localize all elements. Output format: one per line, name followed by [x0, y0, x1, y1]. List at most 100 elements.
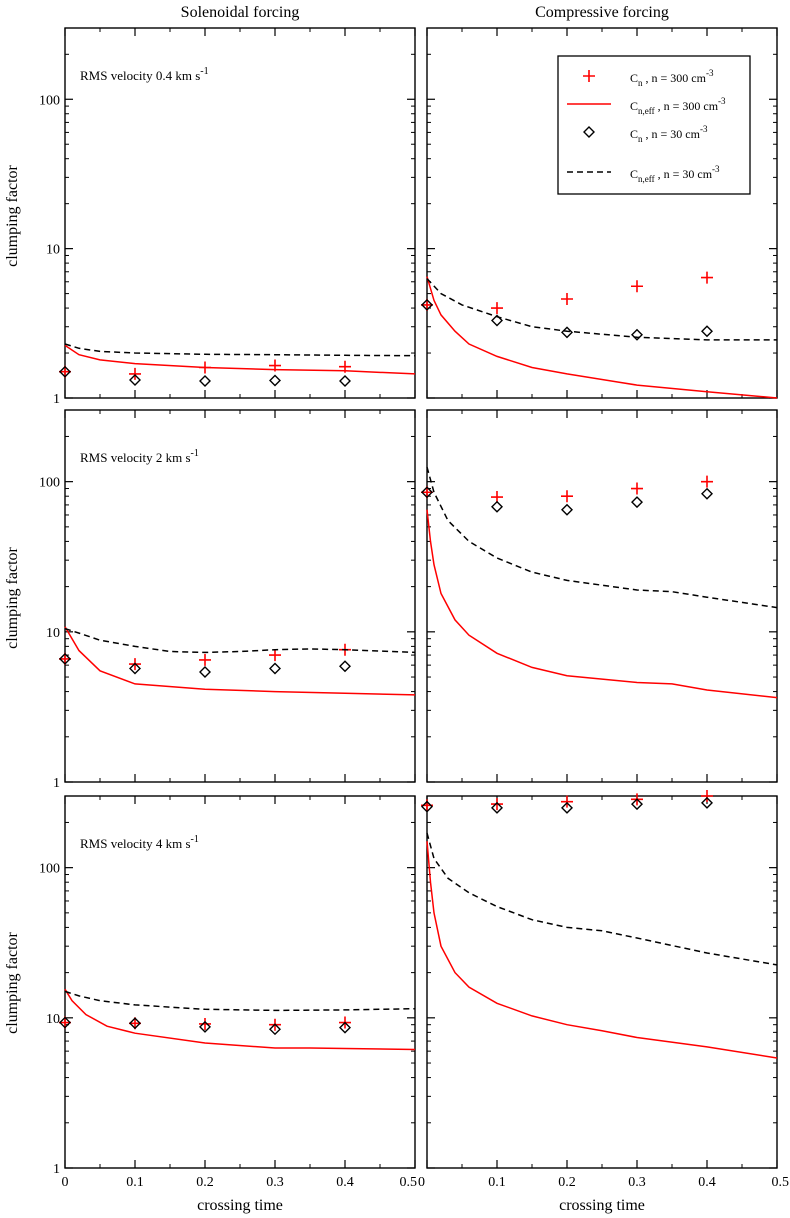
legend-label: Cn,eff , n = 300 cm-3 [630, 96, 726, 116]
data-point-plus [631, 280, 643, 293]
series-line-cneff-30 [426, 278, 777, 341]
data-point-plus [561, 795, 573, 808]
panel-annotation: RMS velocity 0.4 km s-1 [80, 66, 209, 83]
series-line-cneff-300 [64, 626, 416, 696]
x-tick-label: 0.5 [772, 1175, 790, 1190]
data-point-diamond [491, 500, 503, 513]
x-tick-label: 0.2 [558, 1175, 576, 1190]
data-point-diamond [701, 487, 713, 500]
data-point-diamond [59, 365, 71, 378]
x-tick-label: 0.1 [126, 1175, 144, 1190]
series-line-cneff-300 [64, 344, 416, 375]
data-point-diamond [59, 1016, 71, 1029]
data-point-plus [59, 652, 71, 665]
panel-r2-c1: 1 10 100 RMS velocity 2 km s-1 [39, 409, 416, 791]
data-point-plus [491, 798, 503, 811]
annotation-text: RMS velocity 2 km s [80, 450, 191, 465]
data-point-diamond [129, 662, 141, 675]
data-point-diamond [631, 798, 643, 811]
data-point-diamond [491, 801, 503, 814]
y-tick-label: 100 [39, 862, 60, 877]
y-tick-label: 1 [53, 776, 60, 791]
series-line-cneff-30 [426, 832, 778, 966]
x-tick-label: 0.4 [698, 1175, 716, 1190]
data-point-plus [561, 293, 573, 306]
data-point-diamond [561, 503, 573, 516]
annotation-sup: -1 [191, 448, 199, 459]
panel-r3-c2: 0 0.1 0.2 0.3 0.4 0.5 [418, 790, 789, 1190]
plot-frame [64, 795, 416, 1169]
y-axis-label-row-2: clumping factor [4, 546, 21, 648]
plot-frame [426, 27, 778, 399]
data-point-plus [491, 302, 503, 315]
y-tick-label: 100 [39, 476, 60, 491]
y-tick-label: 100 [39, 93, 60, 108]
y-tick-label: 1 [53, 392, 60, 407]
plot-frame [426, 409, 778, 783]
legend-label: Cn , n = 30 cm-3 [630, 124, 708, 144]
x-axis-label-right: crossing time [559, 1197, 645, 1214]
plot-frame [426, 795, 778, 1169]
y-tick-label: 10 [46, 626, 60, 641]
y-tick-label: 10 [46, 1012, 60, 1027]
series-line-cneff-30 [426, 466, 778, 609]
data-point-diamond [129, 374, 141, 386]
y-axis-label-row-3: clumping factor [4, 931, 21, 1033]
annotation-text: RMS velocity 0.4 km s [80, 68, 200, 83]
data-point-diamond [199, 666, 211, 679]
panel-r1-c2 [421, 27, 778, 399]
data-point-plus [421, 298, 433, 311]
data-point-plus [129, 367, 141, 380]
panel-annotation: RMS velocity 4 km s-1 [80, 834, 199, 851]
legend-entry-cneff-30: Cn,eff , n = 30 cm-3 [567, 164, 720, 184]
data-point-diamond [631, 328, 643, 341]
data-point-plus [421, 486, 433, 499]
data-point-plus [631, 482, 643, 495]
panel-annotation: RMS velocity 2 km s-1 [80, 448, 199, 465]
x-tick-label: 0.5 [400, 1175, 418, 1190]
data-point-plus [59, 1016, 71, 1029]
series-line-cneff-30 [64, 343, 416, 357]
series-line-cneff-300 [426, 509, 778, 699]
legend-marker-plus [583, 70, 595, 82]
x-tick-label: 0.4 [336, 1175, 354, 1190]
data-point-diamond [701, 325, 713, 338]
data-point-diamond [631, 496, 643, 509]
annotation-sup: -1 [200, 66, 208, 77]
x-axis-label-left: crossing time [197, 1197, 283, 1214]
panel-r3-c1: 1 10 100 0 0.1 0.2 0.3 0.4 0.5 RMS velocity 4 km … [39, 795, 418, 1190]
legend-label: Cn , n = 300 cm-3 [630, 68, 714, 88]
y-tick-label: 1 [53, 1162, 60, 1177]
data-point-diamond [561, 326, 573, 339]
y-axis-label-row-1: clumping factor [4, 164, 21, 266]
data-point-plus [561, 490, 573, 503]
legend-entry-cneff-300: Cn,eff , n = 300 cm-3 [567, 96, 726, 116]
data-point-diamond [339, 1021, 351, 1034]
series-line-cneff-300 [64, 988, 416, 1051]
annotation-text: RMS velocity 4 km s [80, 836, 191, 851]
data-point-plus [199, 653, 211, 666]
legend-entry-cn-300: Cn , n = 300 cm-3 [583, 68, 714, 88]
x-tick-label: 0 [62, 1175, 69, 1190]
legend-marker-diamond [583, 126, 595, 138]
legend-label: Cn,eff , n = 30 cm-3 [630, 164, 720, 184]
series-line-cneff-30 [64, 990, 416, 1012]
data-point-diamond [491, 314, 503, 327]
x-tick-label: 0.2 [196, 1175, 214, 1190]
data-point-diamond [339, 660, 351, 673]
data-point-plus [199, 1017, 211, 1030]
data-point-diamond [421, 486, 433, 499]
data-point-diamond [421, 298, 433, 311]
series-line-cneff-30 [64, 627, 416, 654]
x-tick-label: 0.1 [488, 1175, 506, 1190]
data-point-diamond [701, 796, 713, 809]
data-point-diamond [561, 801, 573, 814]
data-point-diamond [269, 662, 281, 675]
column-title-compressive: Compressive forcing [535, 4, 669, 21]
y-tick-label: 10 [46, 243, 60, 258]
data-point-plus [701, 271, 713, 284]
data-point-diamond [199, 1020, 211, 1033]
column-title-solenoidal: Solenoidal forcing [181, 4, 300, 21]
